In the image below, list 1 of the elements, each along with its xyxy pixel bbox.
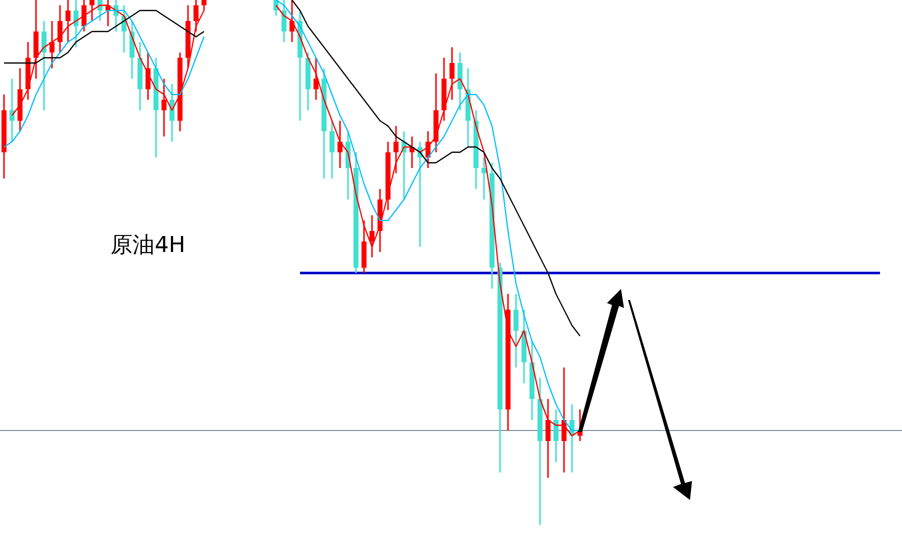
annotation: 原油4H (110, 233, 186, 258)
